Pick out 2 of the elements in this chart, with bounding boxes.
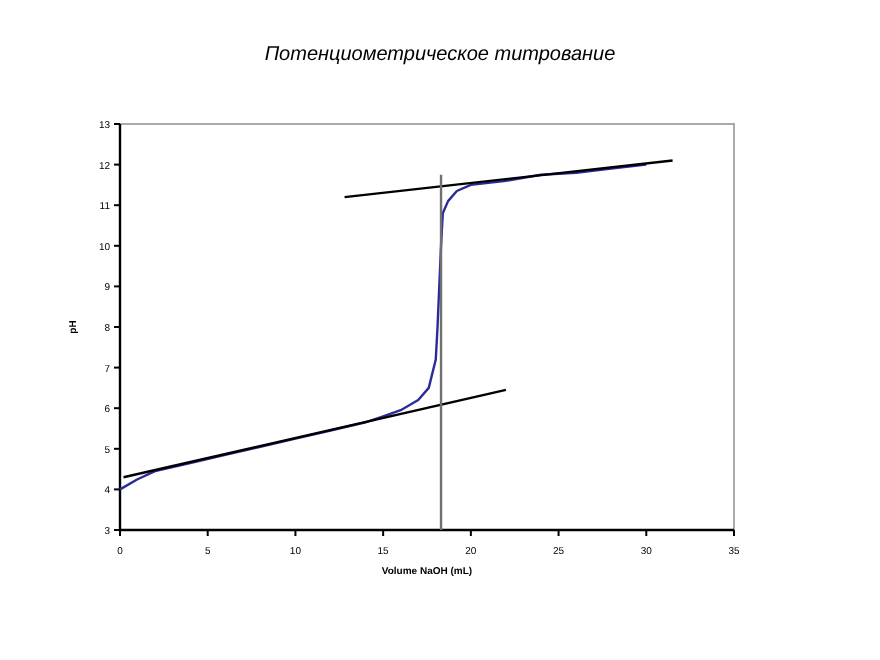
line-series: [118, 163, 648, 491]
chart-title: Потенциометрическое титрование: [264, 44, 617, 66]
